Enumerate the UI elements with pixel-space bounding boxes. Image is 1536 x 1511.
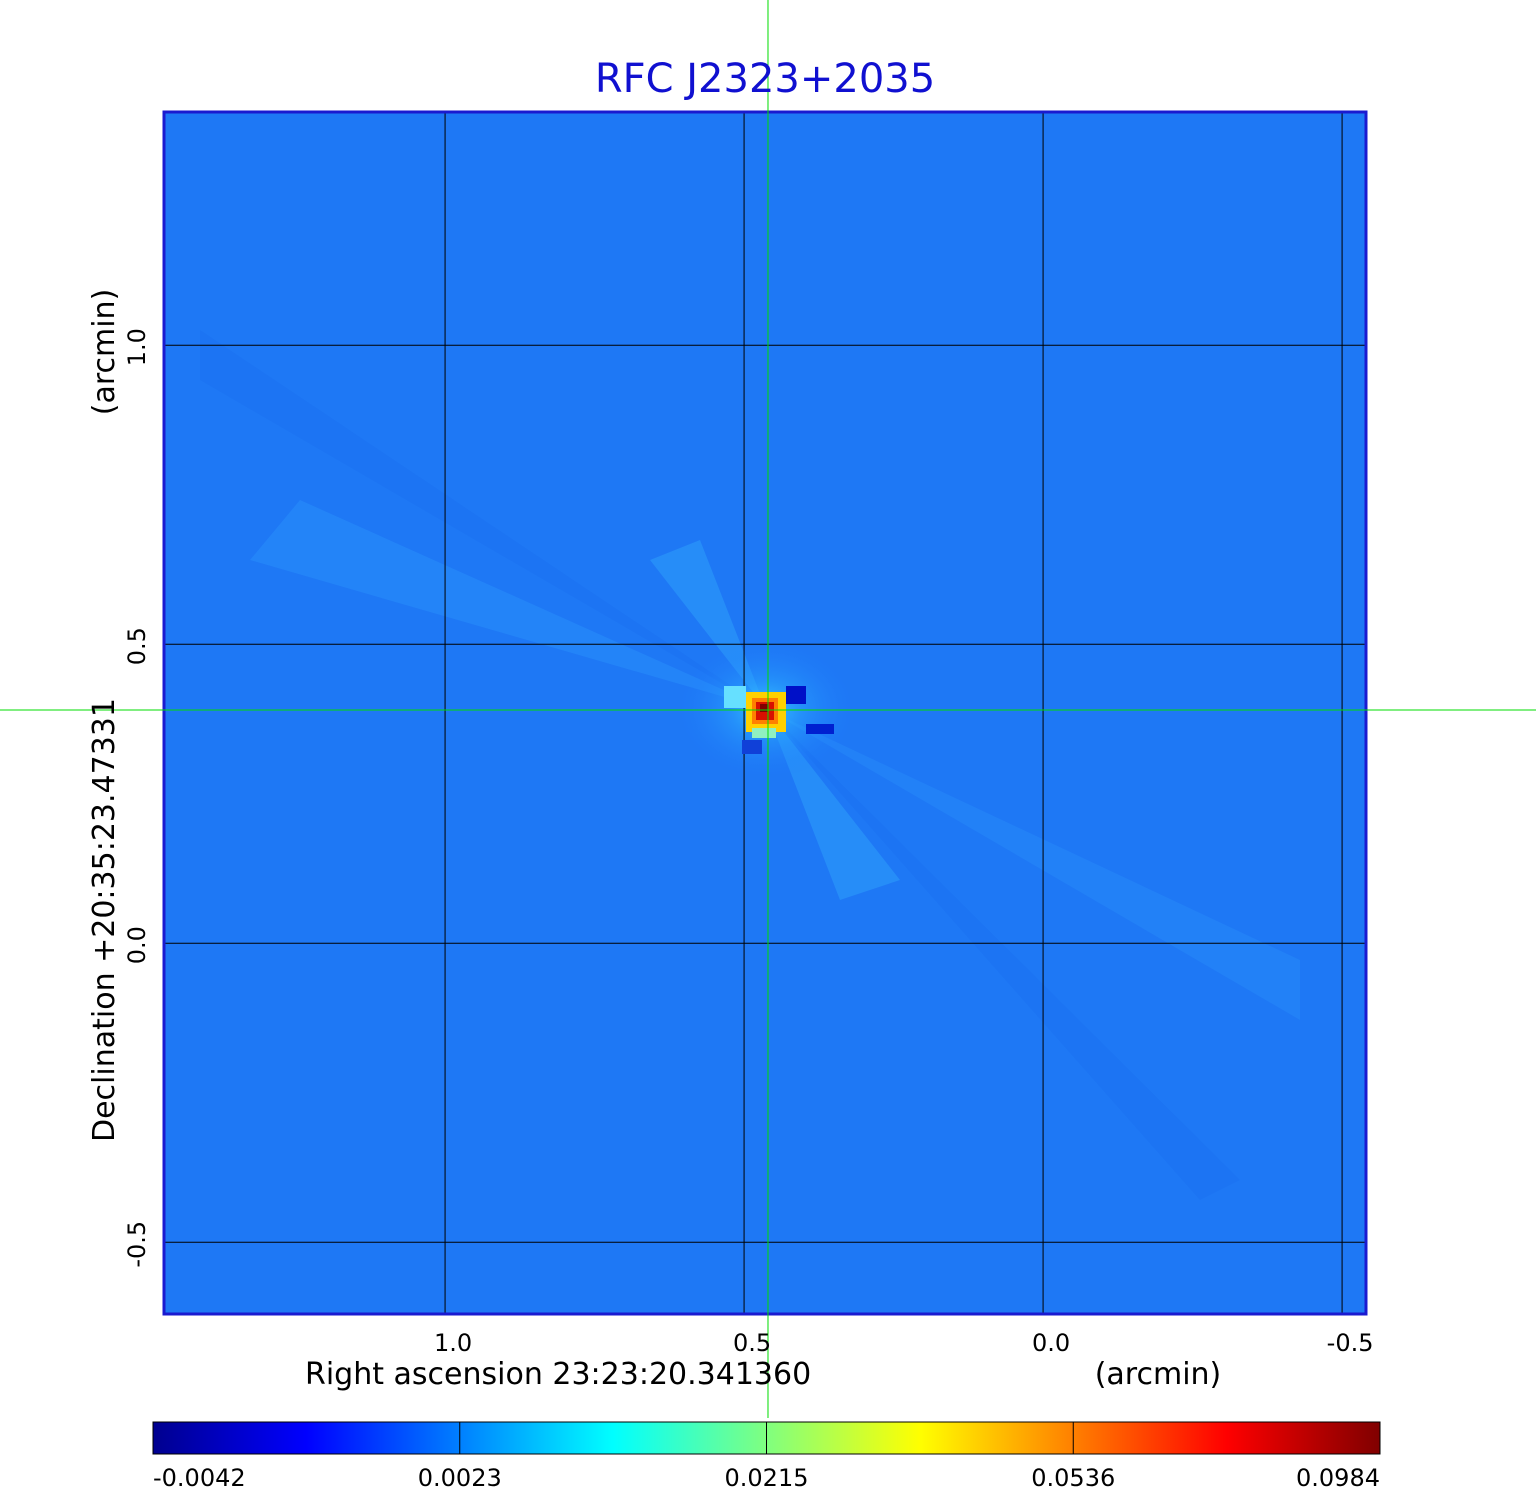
colorbar-tick-label: -0.0042 [153,1464,246,1492]
colorbar-tick-labels: -0.0042 0.0023 0.0215 0.0536 0.0984 [152,1422,1381,1492]
y-tick-label: 0.5 [123,627,151,665]
colorbar-tick-label: 0.0023 [418,1464,502,1492]
x-axis-unit: (arcmin) [1095,1357,1222,1392]
y-axis-label: Declination +20:35:23.47331 [87,698,122,1142]
x-tick-label: 1.0 [434,1329,472,1357]
plot-frame [162,110,1368,1316]
x-tick-label: -0.5 [1327,1329,1374,1357]
y-tick-label: -0.5 [123,1221,151,1268]
colorbar-tick-label: 0.0215 [725,1464,809,1492]
y-tick-labels: 1.0 0.5 0.0 -0.5 [123,328,151,1268]
x-tick-labels: 1.0 0.5 0.0 -0.5 [434,1329,1374,1357]
y-axis-unit: (arcmin) [87,289,122,416]
y-tick-label: 1.0 [123,328,151,366]
colorbar-tick-label: 0.0984 [1296,1464,1380,1492]
x-tick-label: 0.5 [733,1329,771,1357]
chart-title: RFC J2323+2035 [595,56,935,102]
x-axis-label: Right ascension 23:23:20.341360 [305,1357,811,1392]
grid [164,112,1366,1314]
image-texture [200,330,1300,1200]
colorbar-tick-label: 0.0536 [1031,1464,1115,1492]
y-tick-label: 0.0 [123,926,151,964]
source-peak [724,686,834,754]
crosshair [0,0,1536,1418]
x-tick-label: 0.0 [1032,1329,1070,1357]
